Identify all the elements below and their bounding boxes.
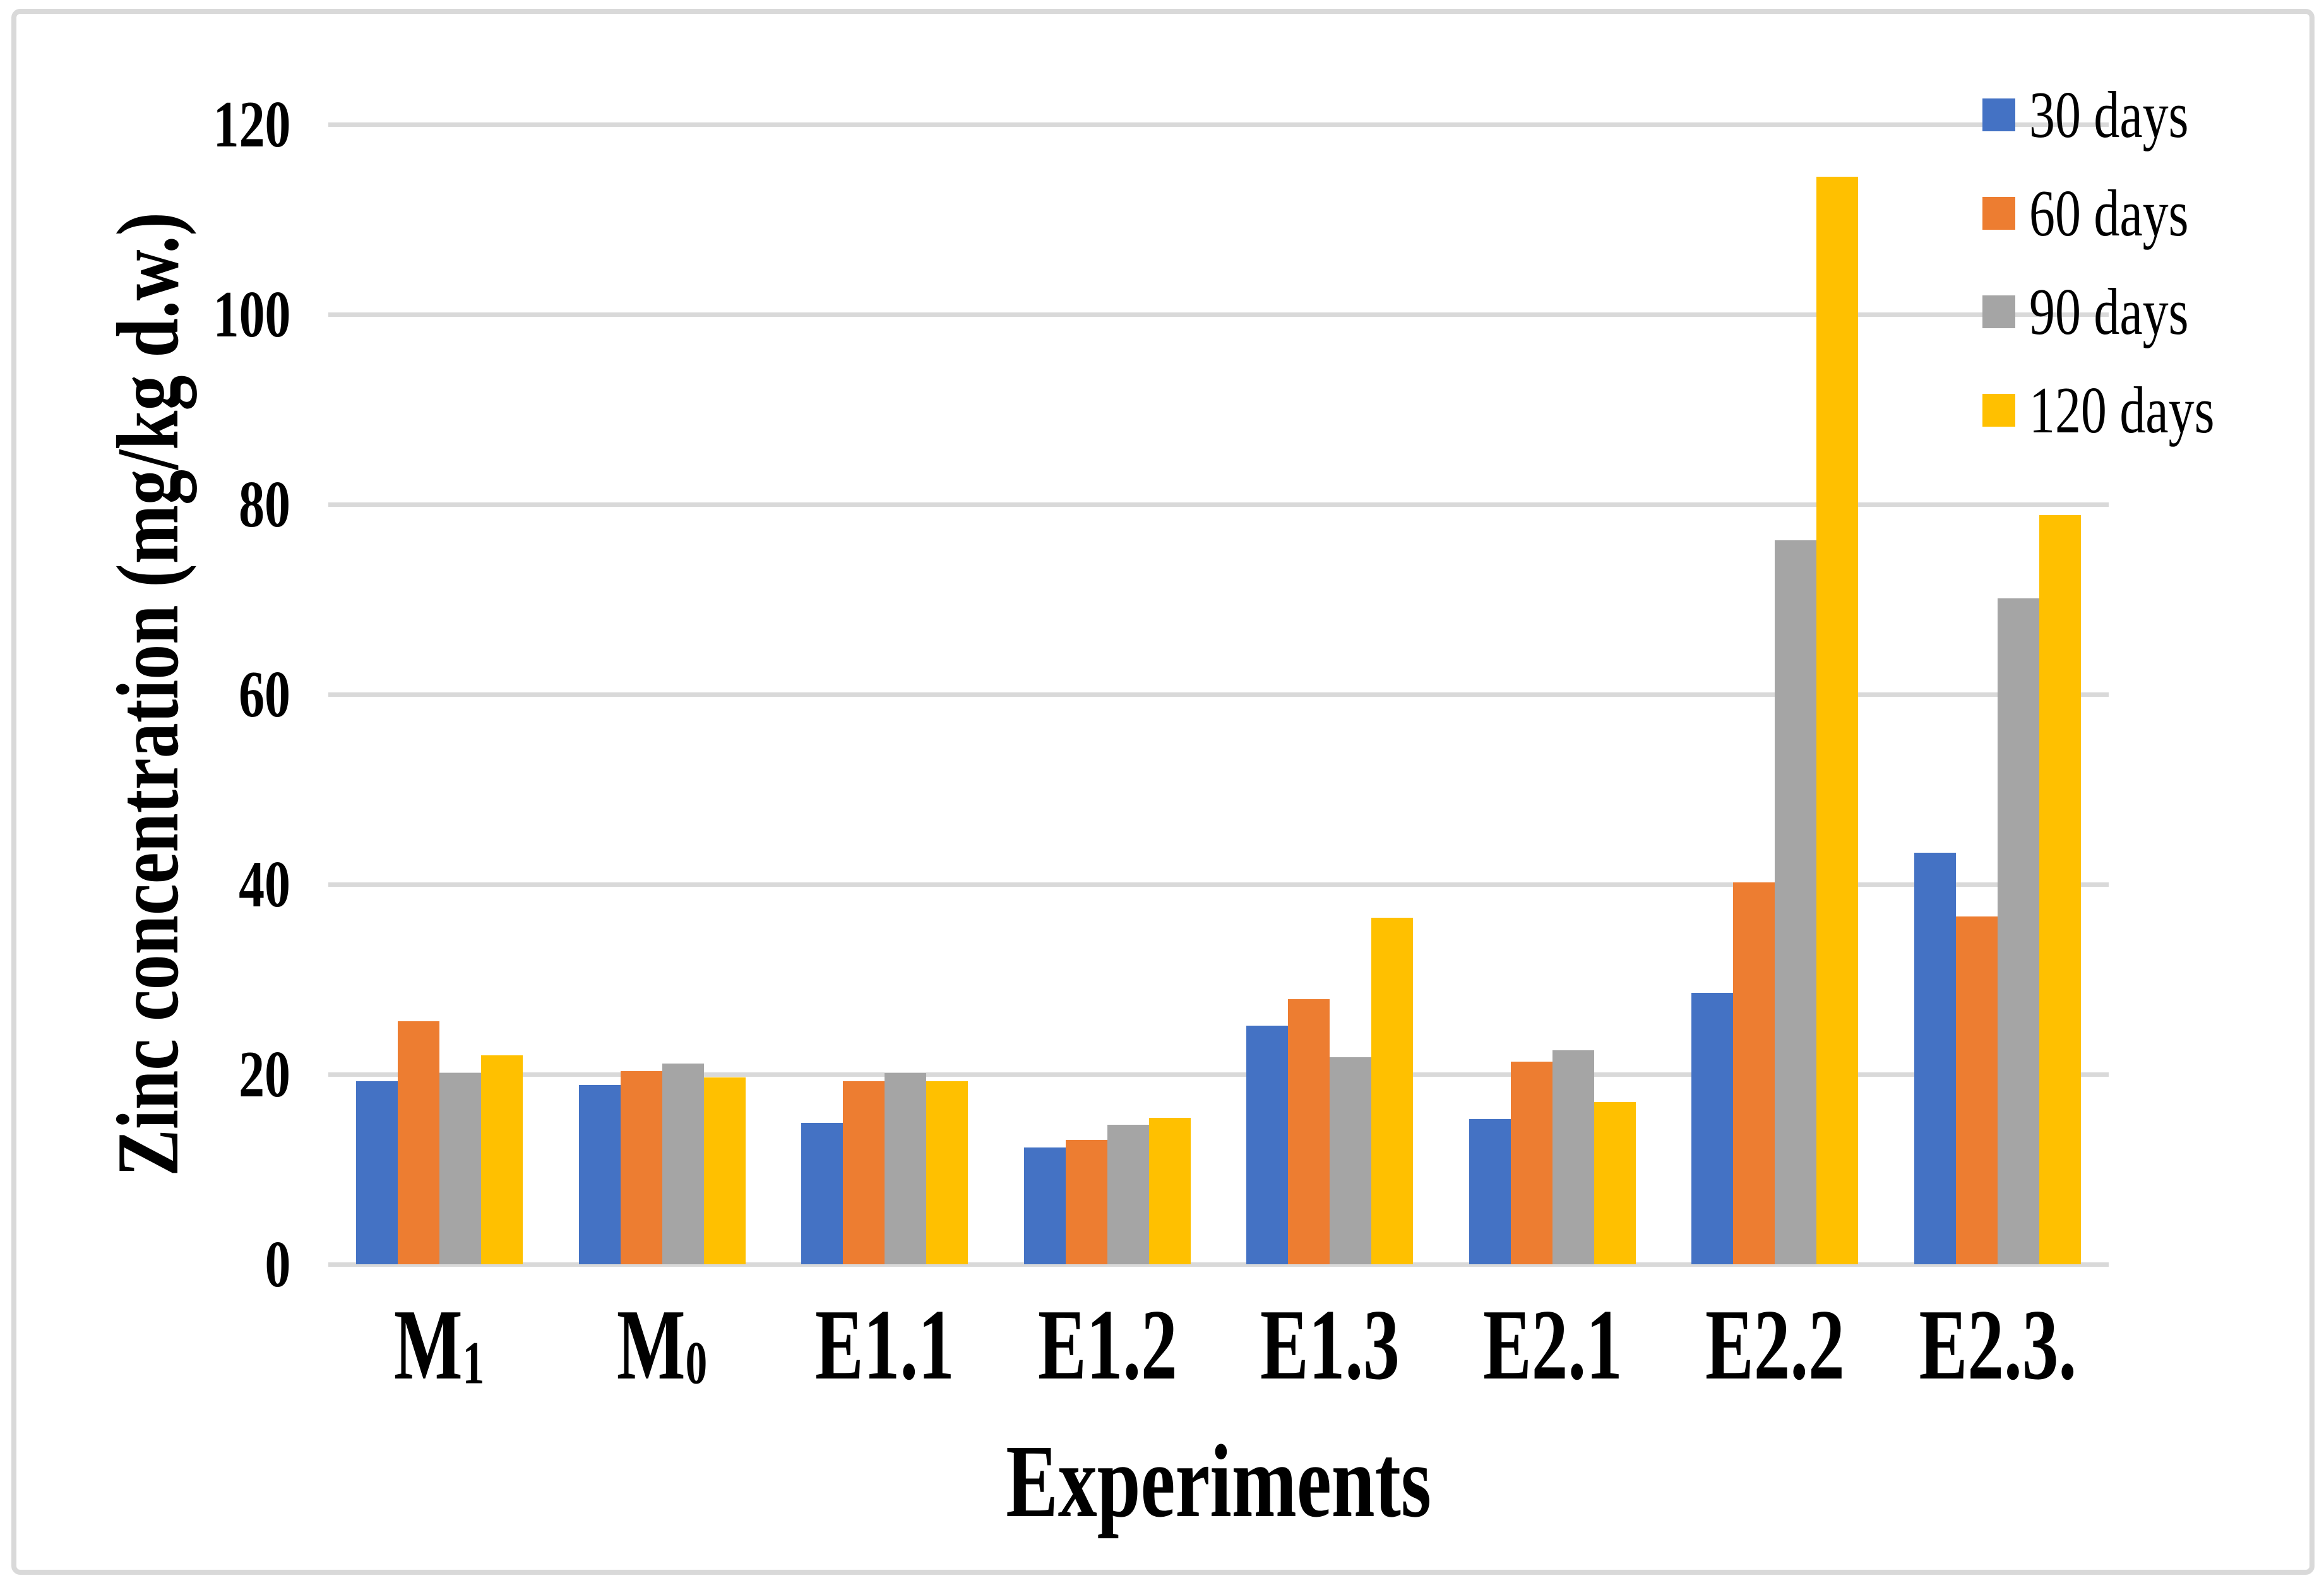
x-category-label-E1.1: E1.1 <box>814 1288 955 1401</box>
bar-60-days-E2.2 <box>1733 882 1775 1264</box>
bar-120-days-E2.3. <box>2039 515 2081 1264</box>
gridline-y-120 <box>328 122 2109 127</box>
legend-label: 120 days <box>2029 373 2215 447</box>
x-category-label-E2.2: E2.2 <box>1705 1288 1845 1401</box>
bar-30-days-E1.1 <box>801 1123 843 1264</box>
bar-30-days-E2.1 <box>1469 1119 1511 1264</box>
legend-item-30-days: 30 days <box>1982 80 2267 150</box>
bar-60-days-M1 <box>398 1021 439 1264</box>
y-tick-label-120: 120 <box>213 87 290 161</box>
bar-120-days-E1.3 <box>1371 918 1413 1264</box>
bar-90-days-E1.3 <box>1330 1057 1371 1264</box>
gridline-y-20 <box>328 1072 2109 1077</box>
bar-30-days-E1.2 <box>1024 1147 1066 1264</box>
y-tick-label-20: 20 <box>239 1037 290 1111</box>
legend-swatch-icon <box>1982 98 2015 131</box>
bar-120-days-E1.2 <box>1149 1118 1191 1264</box>
gridline-y-40 <box>328 882 2109 887</box>
y-tick-label-80: 80 <box>239 467 290 541</box>
y-tick-label-40: 40 <box>239 847 290 921</box>
bar-120-days-M1 <box>481 1055 523 1264</box>
x-axis-title: Experiments <box>777 1428 1660 1535</box>
bar-30-days-E1.3 <box>1246 1026 1288 1264</box>
bar-90-days-E2.1 <box>1552 1050 1594 1264</box>
x-category-label-M1: M1 <box>394 1288 485 1401</box>
bar-60-days-E1.3 <box>1288 999 1330 1264</box>
legend-label: 30 days <box>2029 78 2189 151</box>
legend-item-90-days: 90 days <box>1982 277 2267 347</box>
bar-120-days-E2.1 <box>1594 1102 1636 1264</box>
bar-60-days-E2.1 <box>1511 1062 1552 1264</box>
y-tick-label-100: 100 <box>213 277 290 351</box>
legend-item-120-days: 120 days <box>1982 376 2267 445</box>
bar-90-days-E2.2 <box>1775 540 1816 1264</box>
y-tick-label-0: 0 <box>265 1227 290 1301</box>
x-category-label-E2.1: E2.1 <box>1482 1288 1623 1401</box>
gridline-y-100 <box>328 312 2109 317</box>
bar-60-days-E1.1 <box>843 1081 885 1264</box>
bar-60-days-E2.3. <box>1956 916 1998 1264</box>
y-tick-label-60: 60 <box>239 657 290 731</box>
legend-swatch-icon <box>1982 197 2015 230</box>
bar-90-days-M1 <box>439 1073 481 1264</box>
bar-90-days-E2.3. <box>1998 598 2039 1264</box>
bar-120-days-E2.2 <box>1816 177 1858 1264</box>
bar-90-days-E1.1 <box>885 1073 926 1264</box>
x-category-label-M0: M0 <box>617 1288 708 1401</box>
legend-item-60-days: 60 days <box>1982 179 2267 248</box>
x-category-label-E1.2: E1.2 <box>1037 1288 1177 1401</box>
bar-30-days-M0 <box>579 1085 621 1264</box>
x-category-label-E1.3: E1.3 <box>1260 1288 1400 1401</box>
x-category-label-E2.3.: E2.3. <box>1919 1288 2077 1401</box>
x-axis-title-text: Experiments <box>1006 1423 1431 1539</box>
bar-60-days-M0 <box>621 1071 662 1264</box>
bar-120-days-E1.1 <box>926 1081 968 1264</box>
bar-30-days-E2.2 <box>1691 993 1733 1264</box>
legend: 30 days 60 days 90 days 120 days <box>1982 80 2267 445</box>
gridline-y-60 <box>328 692 2109 697</box>
bar-30-days-E2.3. <box>1914 853 1956 1264</box>
bar-30-days-M1 <box>356 1081 398 1264</box>
chart-border-frame <box>11 9 2315 1575</box>
bar-120-days-M0 <box>704 1077 746 1264</box>
bar-90-days-E1.2 <box>1107 1125 1149 1264</box>
legend-swatch-icon <box>1982 394 2015 427</box>
legend-label: 90 days <box>2029 275 2189 348</box>
y-axis-title: Zinc concentration (mg/kg d.w.) <box>99 212 197 1177</box>
bar-60-days-E1.2 <box>1066 1140 1107 1264</box>
bar-90-days-M0 <box>662 1064 704 1264</box>
legend-swatch-icon <box>1982 295 2015 328</box>
legend-label: 60 days <box>2029 176 2189 250</box>
gridline-y-0 <box>328 1262 2109 1267</box>
gridline-y-80 <box>328 502 2109 507</box>
